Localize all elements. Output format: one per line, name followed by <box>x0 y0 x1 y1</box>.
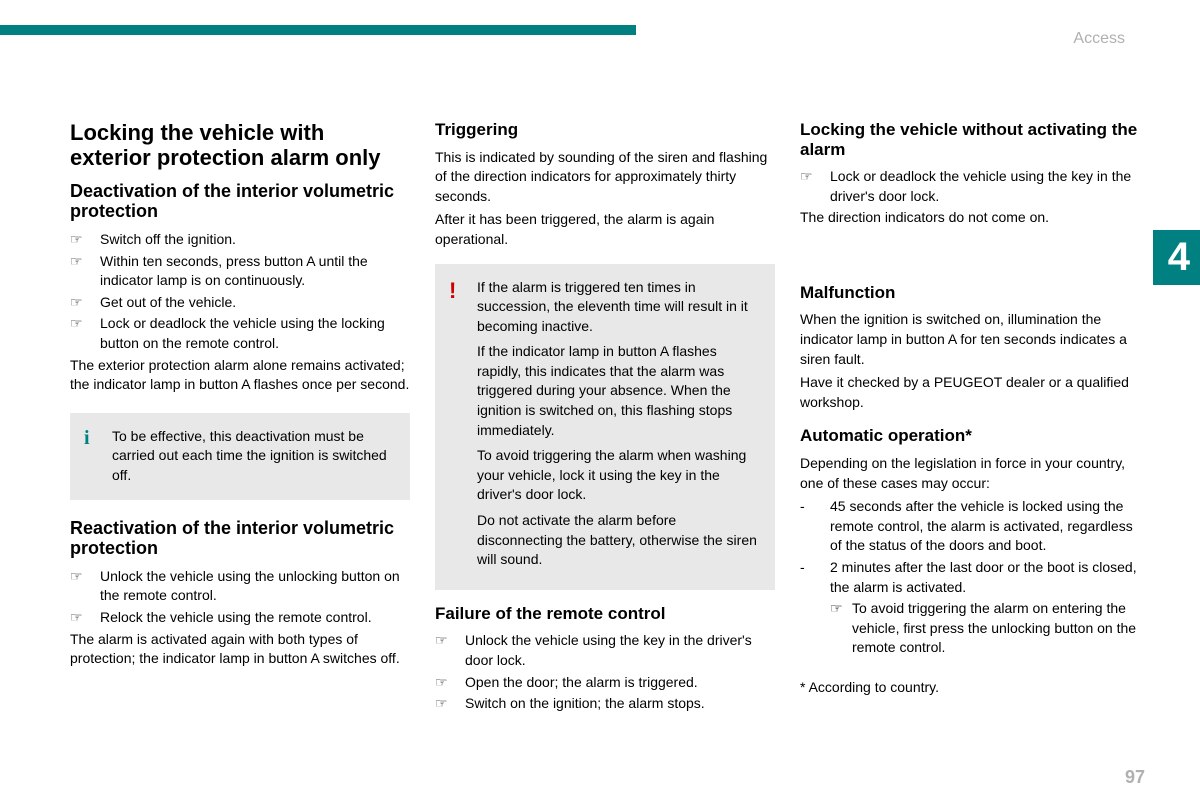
info-content: To be effective, this deactivation must … <box>112 427 396 486</box>
dash-icon: - <box>800 558 830 578</box>
paragraph: Depending on the legislation in force in… <box>800 454 1140 493</box>
page-content: Locking the vehicle with exterior protec… <box>70 120 1140 716</box>
warning-icon: ! <box>449 278 467 576</box>
pointer-icon: ☞ <box>435 631 465 651</box>
pointer-icon: ☞ <box>70 567 100 587</box>
paragraph: The alarm is activated again with both t… <box>70 630 410 669</box>
column-3: Locking the vehicle without activating t… <box>800 120 1140 716</box>
subheading-malfunction: Malfunction <box>800 283 1140 303</box>
bullet-list-deactivation: ☞ Switch off the ignition. ☞ Within ten … <box>70 230 410 354</box>
subheading-reactivation: Reactivation of the interior volumetric … <box>70 518 410 559</box>
paragraph: The direction indicators do not come on. <box>800 208 1140 228</box>
paragraph: This is indicated by sounding of the sir… <box>435 148 775 207</box>
list-item: ☞ Switch on the ignition; the alarm stop… <box>435 694 775 714</box>
list-item: ☞ Get out of the vehicle. <box>70 293 410 313</box>
subheading-failure: Failure of the remote control <box>435 604 775 624</box>
info-callout-box: i To be effective, this deactivation mus… <box>70 413 410 500</box>
footnote: * According to country. <box>800 678 1140 698</box>
bullet-list-failure: ☞ Unlock the vehicle using the key in th… <box>435 631 775 713</box>
pointer-icon: ☞ <box>435 673 465 693</box>
chapter-number-tab: 4 <box>1153 230 1200 285</box>
warning-content: If the alarm is triggered ten times in s… <box>477 278 761 576</box>
bullet-list-reactivation: ☞ Unlock the vehicle using the unlocking… <box>70 567 410 628</box>
page-number: 97 <box>1125 767 1145 788</box>
paragraph: The exterior protection alarm alone rema… <box>70 356 410 395</box>
dash-item: - 45 seconds after the vehicle is locked… <box>800 497 1140 556</box>
subheading-deactivation: Deactivation of the interior volumetric … <box>70 181 410 222</box>
list-item: ☞ Unlock the vehicle using the key in th… <box>435 631 775 670</box>
paragraph: When the ignition is switched on, illumi… <box>800 310 1140 369</box>
nested-pointer-item: ☞ To avoid triggering the alarm on enter… <box>830 599 1140 658</box>
warning-paragraph: If the indicator lamp in button A flashe… <box>477 342 761 440</box>
pointer-icon: ☞ <box>70 230 100 250</box>
column-2: Triggering This is indicated by sounding… <box>435 120 775 716</box>
list-item: ☞ Relock the vehicle using the remote co… <box>70 608 410 628</box>
header-accent-bar <box>0 25 636 35</box>
pointer-icon: ☞ <box>800 167 830 187</box>
list-item: ☞ Within ten seconds, press button A unt… <box>70 252 410 291</box>
subheading-automatic: Automatic operation* <box>800 426 1140 446</box>
list-item: ☞ Lock or deadlock the vehicle using the… <box>800 167 1140 206</box>
column-1: Locking the vehicle with exterior protec… <box>70 120 410 716</box>
paragraph: Have it checked by a PEUGEOT dealer or a… <box>800 373 1140 412</box>
dash-item: - 2 minutes after the last door or the b… <box>800 558 1140 597</box>
info-icon: i <box>84 427 102 486</box>
warning-paragraph: Do not activate the alarm before disconn… <box>477 511 761 570</box>
bullet-list-locking: ☞ Lock or deadlock the vehicle using the… <box>800 167 1140 206</box>
warning-paragraph: If the alarm is triggered ten times in s… <box>477 278 761 337</box>
pointer-icon: ☞ <box>435 694 465 714</box>
main-heading-1: Locking the vehicle with exterior protec… <box>70 120 410 171</box>
list-item: ☞ Switch off the ignition. <box>70 230 410 250</box>
pointer-icon: ☞ <box>70 293 100 313</box>
list-item: ☞ Lock or deadlock the vehicle using the… <box>70 314 410 353</box>
paragraph: After it has been triggered, the alarm i… <box>435 210 775 249</box>
pointer-icon: ☞ <box>70 608 100 628</box>
dash-icon: - <box>800 497 830 517</box>
warning-callout-box: ! If the alarm is triggered ten times in… <box>435 264 775 590</box>
section-label: Access <box>1073 30 1125 48</box>
subheading-locking-without-alarm: Locking the vehicle without activating t… <box>800 120 1140 159</box>
pointer-icon: ☞ <box>830 599 852 619</box>
subheading-triggering: Triggering <box>435 120 775 140</box>
pointer-icon: ☞ <box>70 314 100 334</box>
list-item: ☞ Open the door; the alarm is triggered. <box>435 673 775 693</box>
warning-paragraph: To avoid triggering the alarm when washi… <box>477 446 761 505</box>
pointer-icon: ☞ <box>70 252 100 272</box>
list-item: ☞ Unlock the vehicle using the unlocking… <box>70 567 410 606</box>
